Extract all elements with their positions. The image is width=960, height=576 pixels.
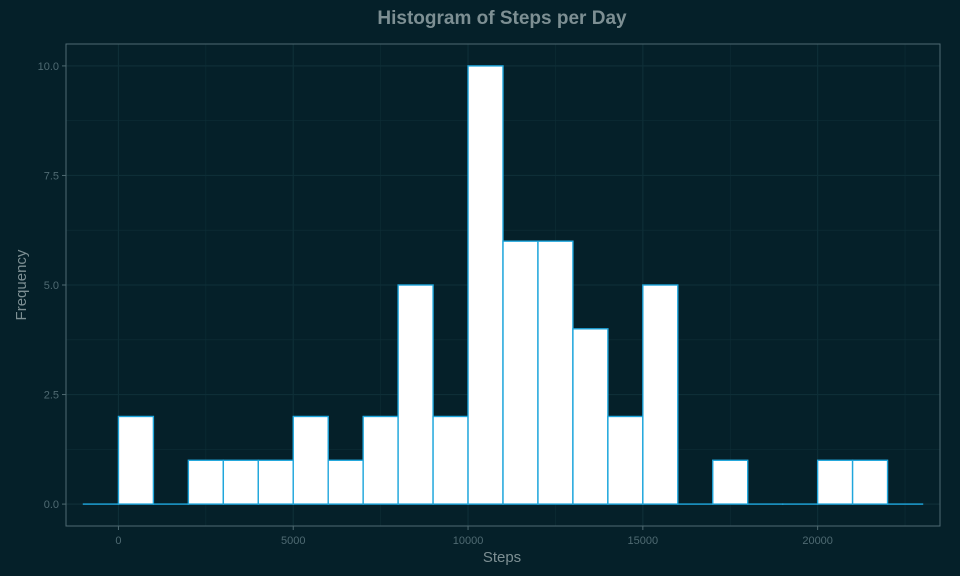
histogram-bar: [607, 415, 644, 505]
histogram-bar: [816, 459, 854, 505]
y-tick-label: 5.0: [44, 280, 59, 292]
x-tick-label: 20000: [802, 535, 833, 547]
histogram-bar: [327, 459, 364, 505]
histogram-bar: [432, 415, 469, 505]
histogram-bar: [117, 415, 155, 505]
bars: [82, 65, 924, 505]
histogram-bar: [502, 240, 539, 505]
x-tick-label: 5000: [281, 535, 305, 547]
y-axis-title: Frequency: [13, 249, 30, 320]
y-tick-label: 10.0: [38, 61, 59, 73]
chart-title: Histogram of Steps per Day: [377, 8, 627, 29]
histogram-bar: [467, 65, 504, 505]
y-tick-label: 0.0: [44, 499, 59, 511]
histogram-bar: [572, 328, 609, 505]
histogram-bar: [257, 459, 294, 505]
histogram-bar: [712, 459, 749, 505]
histogram-bar: [537, 240, 574, 505]
x-axis-title: Steps: [483, 549, 521, 566]
y-tick-label: 2.5: [44, 390, 59, 402]
histogram-bar: [851, 459, 889, 505]
histogram-bar: [397, 284, 434, 505]
x-tick-label: 15000: [628, 535, 659, 547]
histogram-bar: [642, 284, 679, 505]
x-tick-label: 10000: [453, 535, 484, 547]
histogram-bar: [362, 415, 399, 505]
histogram-bar: [292, 415, 329, 505]
x-tick-label: 0: [115, 535, 121, 547]
histogram-bar: [222, 459, 259, 505]
histogram-bar: [187, 459, 225, 505]
y-tick-label: 7.5: [44, 170, 59, 182]
tick-marks: [62, 65, 819, 530]
tick-labels: 0 5000 10000 15000 20000 0.0 2.5 5.0 7.5 10.0: [38, 61, 833, 547]
